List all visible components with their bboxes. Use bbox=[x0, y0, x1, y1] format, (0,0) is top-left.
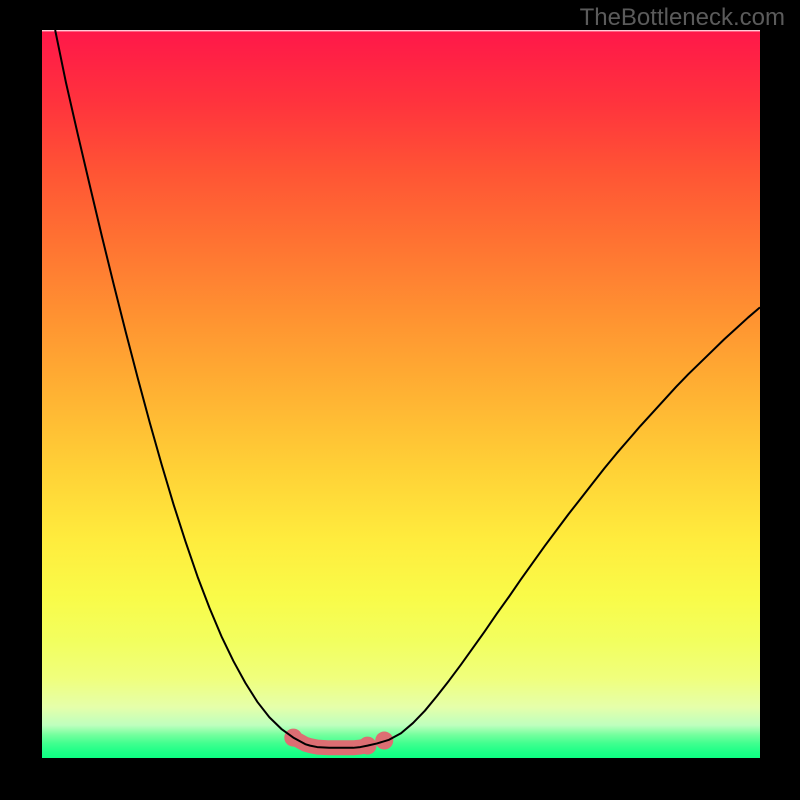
plot-svg bbox=[42, 30, 760, 758]
plot-background bbox=[42, 30, 760, 758]
chart-stage: TheBottleneck.com bbox=[0, 0, 800, 800]
plot-area bbox=[42, 30, 760, 758]
watermark-text: TheBottleneck.com bbox=[580, 4, 785, 32]
